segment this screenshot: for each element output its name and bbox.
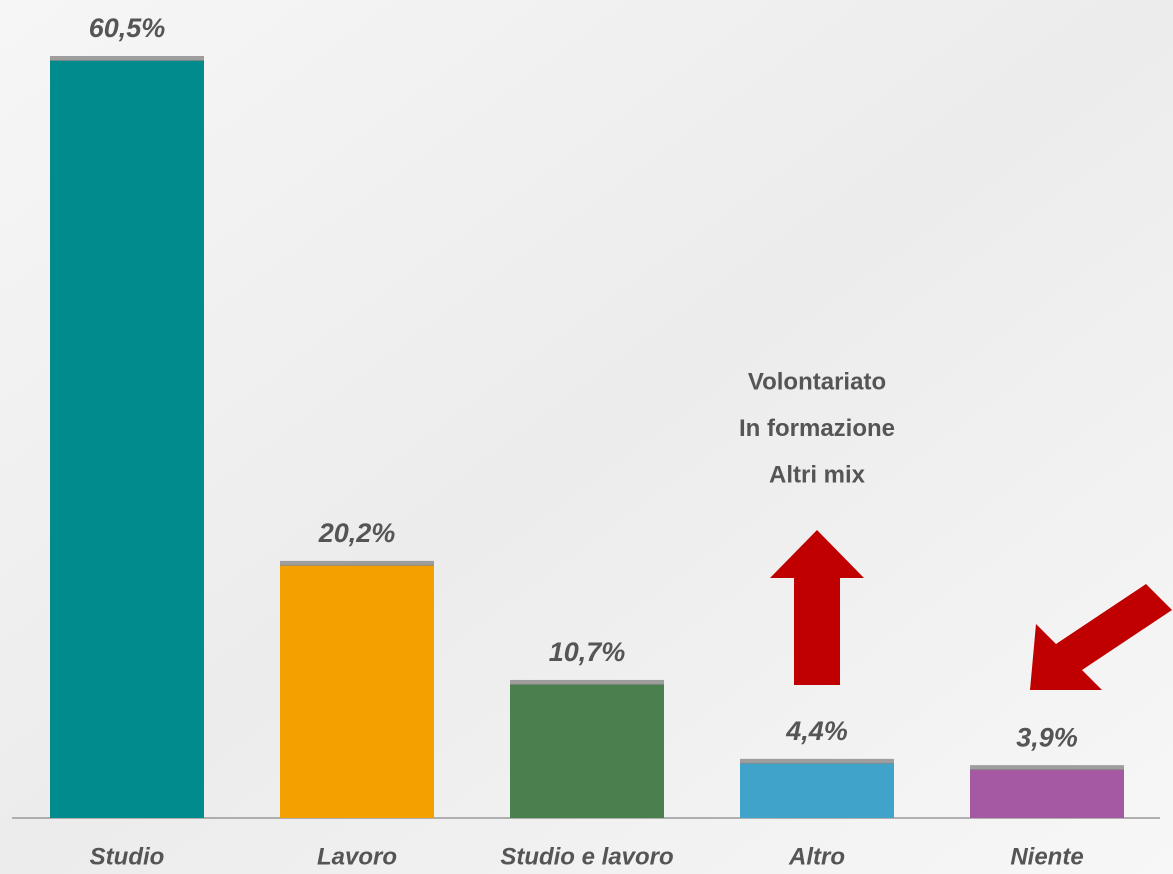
- x-tick-label: Niente: [1010, 843, 1083, 870]
- x-tick-label: Altro: [788, 843, 845, 870]
- value-label: 3,9%: [1016, 722, 1078, 752]
- bar: [50, 60, 204, 818]
- bar: [740, 762, 894, 818]
- annotation-line: In formazione: [739, 415, 895, 442]
- value-label: 4,4%: [785, 716, 848, 746]
- plot: 60,5% Studio 20,2% Lavoro 10,7% Studio e lavo…: [50, 13, 1124, 870]
- bar-cap: [970, 765, 1124, 771]
- arrow-up: [770, 530, 864, 685]
- bar-cap: [510, 679, 664, 685]
- annotation-line: Altri mix: [769, 461, 866, 488]
- value-label: 20,2%: [318, 518, 396, 548]
- bar: [280, 564, 434, 818]
- value-label: 10,7%: [549, 637, 626, 667]
- bar: [510, 683, 664, 818]
- x-tick-label: Studio e lavoro: [500, 843, 673, 870]
- bar-cap: [50, 56, 204, 61]
- bar: [970, 769, 1124, 818]
- bar-cap: [280, 560, 434, 566]
- annotation: Volontariato In formazione Altri mix: [739, 368, 895, 488]
- bar-cap: [740, 758, 894, 764]
- x-tick-label: Lavoro: [317, 843, 397, 870]
- annotation-line: Volontariato: [748, 368, 886, 395]
- value-label: 60,5%: [89, 13, 166, 43]
- x-tick-label: Studio: [90, 843, 165, 870]
- arrow-down-left: [1030, 584, 1172, 690]
